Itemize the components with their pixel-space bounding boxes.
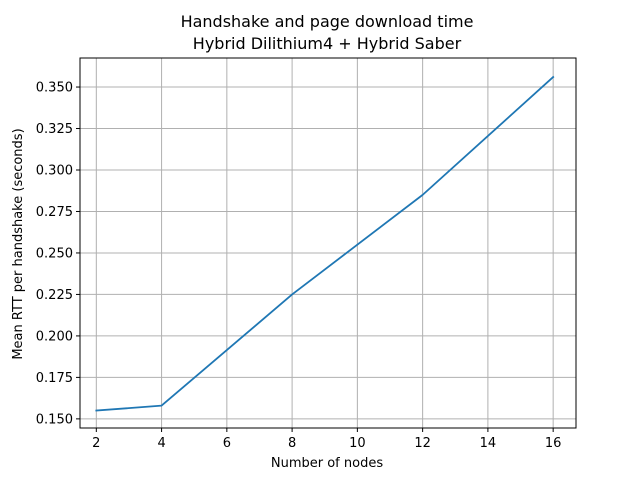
y-tick-label: 0.175: [36, 371, 73, 386]
x-tick-label: 4: [157, 436, 165, 451]
series-layer: [95, 75, 555, 412]
y-tick-labels: 0.150 0.175 0.200 0.225 0.250 0.275 0.300 0.325…: [36, 81, 73, 428]
x-tick-label: 10: [349, 436, 366, 451]
x-tick-label: 12: [414, 436, 431, 451]
chart-title: Handshake and page download time: [181, 12, 474, 31]
x-tick-label: 8: [288, 436, 296, 451]
y-tick-label: 0.350: [36, 81, 73, 96]
x-axis-label: Number of nodes: [271, 456, 383, 471]
y-tick-label: 0.300: [36, 163, 73, 178]
grid-lines: [80, 58, 576, 428]
y-tick-label: 0.150: [36, 412, 73, 427]
y-tick-label: 0.275: [36, 205, 73, 220]
x-tick-label: 6: [223, 436, 231, 451]
series-line: [95, 75, 555, 412]
y-tick-label: 0.250: [36, 246, 73, 261]
x-tick-labels: 2 4 6 8 10 12 14 16: [92, 436, 561, 451]
y-tick-label: 0.325: [36, 122, 73, 137]
x-tick-label: 2: [92, 436, 100, 451]
x-tick-label: 14: [480, 436, 497, 451]
tick-marks: [76, 86, 554, 432]
plot-frame: [79, 57, 577, 429]
y-tick-label: 0.225: [36, 288, 73, 303]
chart-subtitle: Hybrid Dilithium4 + Hybrid Saber: [193, 34, 462, 53]
x-tick-label: 16: [545, 436, 562, 451]
y-axis-label: Mean RTT per handshake (seconds): [11, 128, 26, 359]
y-tick-label: 0.200: [36, 329, 73, 344]
